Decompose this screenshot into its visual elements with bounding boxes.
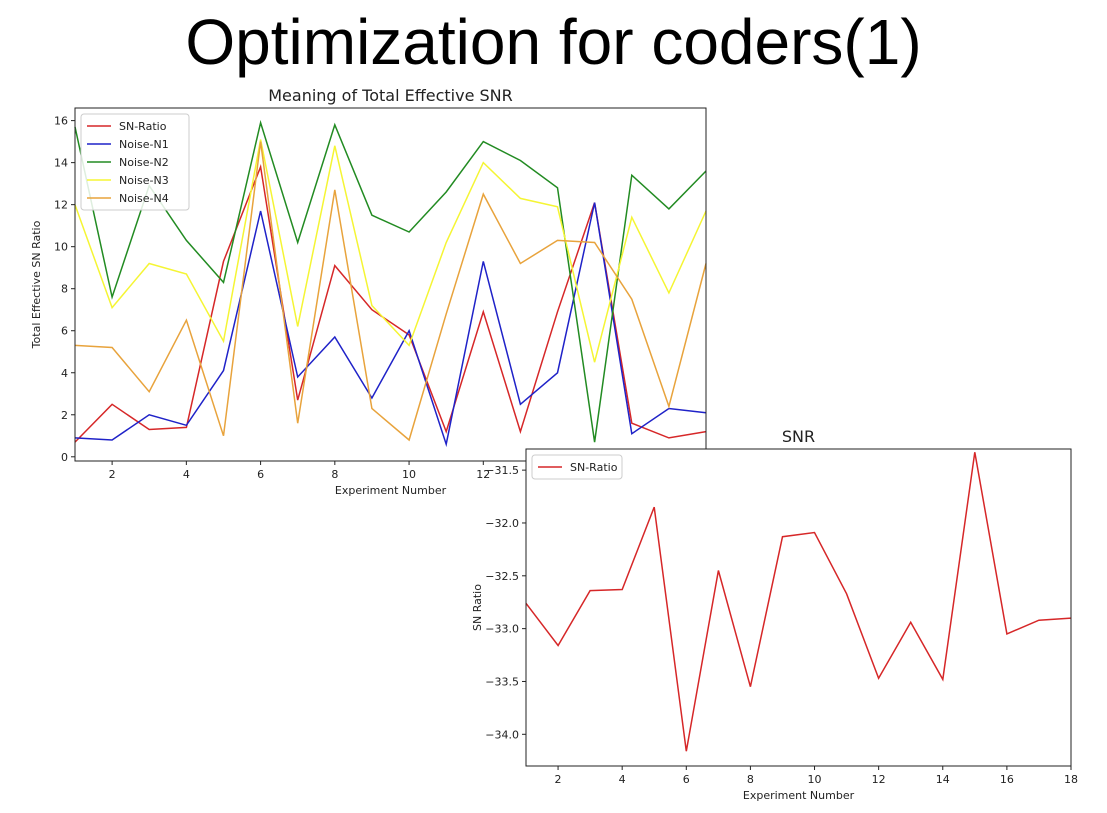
plot-area [526,449,1071,766]
legend-entry: Noise-N2 [119,156,169,169]
x-tick-label: 6 [683,773,690,786]
x-tick-label: 8 [331,468,338,481]
legend-entry: SN-Ratio [570,461,618,474]
y-axis-label: Total Effective SN Ratio [30,220,43,349]
legend: SN-Ratio Noise-N1 Noise-N2 Noise-N3 Noise-N4 [80,113,190,211]
x-tick-label: 4 [619,773,626,786]
x-tick-label: 18 [1064,773,1078,786]
series-line-noise-n2 [74,119,707,443]
y-axis-label: SN Ratio [471,584,484,631]
y-tick-label: 10 [54,241,68,254]
series-line-sn-ratio [525,452,1072,752]
chart-snr: 2 4 6 8 10 12 14 16 18 −34.0 −33.5 −33.0 −32.5 −32.0 −… [471,427,1078,802]
x-tick-label: 12 [476,468,490,481]
y-tick-label: 12 [54,199,68,212]
y-tick-label: −33.5 [485,675,519,688]
legend-entry: Noise-N1 [119,138,169,151]
legend-box [531,454,623,480]
y-tick-label: 0 [61,451,68,464]
x-tick-label: 2 [555,773,562,786]
x-tick-label: 14 [936,773,950,786]
x-axis-label: Experiment Number [743,789,855,802]
chart-title: SNR [782,427,815,446]
x-tick-label: 16 [1000,773,1014,786]
y-tick-label: −31.5 [485,464,519,477]
axes-frame [74,107,707,462]
series-line-noise-n1 [74,202,707,448]
y-tick-label: −32.0 [485,517,519,530]
y-tick-label: 6 [61,325,68,338]
y-tick-label: 8 [61,283,68,296]
series-line-noise-n4 [74,141,707,442]
y-tick-label: 4 [61,367,68,380]
y-tick-label: −33.0 [485,623,519,636]
legend-entry: SN-Ratio [119,120,167,133]
chart-total-effective-snr: 2 4 6 8 10 12 0 2 4 6 8 10 12 14 16 Meaning of Total Ef… [30,86,707,497]
x-tick-label: 12 [872,773,886,786]
x-tick-label: 8 [747,773,754,786]
y-tick-label: 16 [54,115,68,128]
x-axis-label: Experiment Number [335,484,447,497]
legend-entry: Noise-N3 [119,174,169,187]
y-tick-label: −32.5 [485,570,519,583]
x-tick-label: 10 [402,468,416,481]
y-tick-label: 2 [61,409,68,422]
legend: SN-Ratio [531,454,623,480]
legend-entry: Noise-N4 [119,192,169,205]
x-tick-label: 10 [808,773,822,786]
x-tick-label: 4 [183,468,190,481]
y-tick-label: −34.0 [485,728,519,741]
series-line-noise-n3 [74,139,707,363]
slide-title: Optimization for coders(1) [185,6,922,78]
x-tick-label: 2 [109,468,116,481]
legend-box [80,113,190,211]
chart-title: Meaning of Total Effective SNR [268,86,513,105]
y-tick-label: 14 [54,157,68,170]
axes-frame [525,448,1072,767]
x-tick-label: 6 [257,468,264,481]
